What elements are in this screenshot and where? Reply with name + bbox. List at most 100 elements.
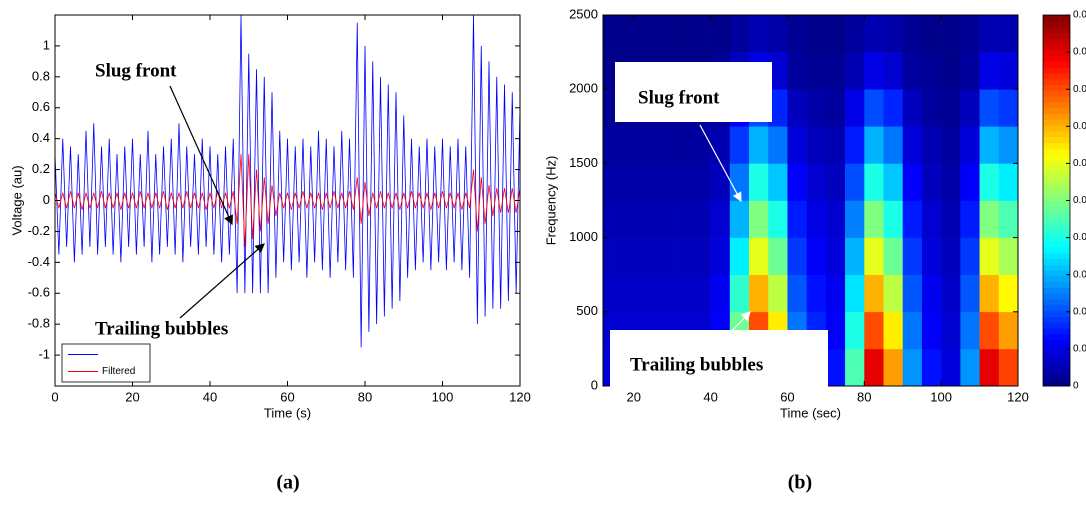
heatmap-cell: [652, 163, 673, 201]
heatmap-cell: [749, 15, 769, 53]
heatmap-cell: [603, 311, 615, 350]
heatmap-cell: [921, 52, 942, 90]
x-tick-label: 80: [358, 389, 372, 404]
heatmap-cell: [825, 126, 846, 164]
heatmap-cell: [652, 200, 673, 238]
arrow: [179, 243, 265, 319]
heatmap-cell: [603, 15, 615, 53]
colorbar-segment: [1043, 119, 1070, 126]
colorbar-segment: [1043, 206, 1070, 213]
heatmap-cell: [672, 237, 692, 275]
heatmap-cell: [998, 348, 1018, 386]
colorbar-segment: [1043, 258, 1070, 265]
heatmap-cell: [998, 274, 1018, 313]
heatmap-cell: [652, 126, 673, 164]
heatmap-cell: [941, 15, 961, 53]
colorbar-segment: [1043, 107, 1070, 115]
heatmap-cell: [998, 126, 1018, 164]
colorbar-segment: [1043, 130, 1070, 138]
colorbar-tick-label: 0.004: [1073, 232, 1086, 243]
heatmap-cell: [883, 15, 904, 53]
colorbar-segment: [1043, 165, 1070, 173]
annotation: Slug front: [638, 87, 720, 108]
colorbar-segment: [1043, 159, 1070, 167]
x-tick-label: 100: [930, 389, 952, 404]
heatmap-cell: [768, 15, 788, 53]
heatmap-cell: [921, 200, 942, 238]
y-tick-label: 500: [576, 303, 598, 318]
heatmap-cell: [825, 311, 846, 350]
heatmap-cell: [883, 348, 904, 386]
heatmap-cell: [614, 126, 635, 164]
heatmap-cell: [749, 126, 769, 164]
heatmap-cell: [941, 237, 961, 275]
heatmap-cell: [864, 274, 884, 313]
heatmap-cell: [979, 274, 1000, 313]
heatmap-cell: [902, 126, 923, 164]
series-line: [55, 154, 520, 247]
heatmap-cell: [864, 348, 884, 386]
heatmap-cell: [603, 237, 615, 275]
heatmap-cell: [960, 274, 980, 313]
colorbar-segment: [1043, 241, 1070, 248]
x-tick-label: 20: [627, 389, 641, 404]
y-tick-label: 0.6: [32, 99, 50, 114]
colorbar-segment: [1043, 20, 1070, 28]
heatmap-cell: [710, 163, 731, 201]
colorbar-segment: [1043, 32, 1070, 39]
heatmap-cell: [614, 237, 635, 275]
x-tick-label: 120: [1007, 389, 1029, 404]
colorbar-segment: [1043, 200, 1070, 207]
heatmap-cell: [845, 163, 865, 201]
colorbar-segment: [1043, 293, 1070, 300]
heatmap-cell: [825, 348, 846, 386]
heatmap-cell: [806, 15, 827, 53]
x-axis-label: Time (sec): [780, 405, 841, 420]
heatmap-cell: [603, 126, 615, 164]
colorbar-segment: [1043, 84, 1070, 91]
heatmap-cell: [864, 89, 884, 127]
heatmap-cell: [979, 237, 1000, 275]
heatmap-cell: [652, 237, 673, 275]
colorbar-segment: [1043, 38, 1070, 45]
heatmap-cell: [633, 126, 654, 164]
heatmap-cell: [729, 15, 750, 53]
colorbar-segment: [1043, 154, 1070, 161]
legend-label: Filtered: [102, 366, 135, 377]
heatmap-cell: [729, 200, 750, 238]
heatmap-cell: [883, 163, 904, 201]
heatmap-cell: [883, 89, 904, 127]
heatmap-cell: [710, 15, 731, 53]
heatmap-cell: [710, 200, 731, 238]
x-tick-label: 80: [857, 389, 871, 404]
heatmap-cell: [768, 237, 788, 275]
colorbar-segment: [1043, 15, 1070, 22]
colorbar-segment: [1043, 345, 1070, 352]
colorbar-tick-label: 0.01: [1073, 10, 1086, 21]
heatmap-cell: [941, 274, 961, 313]
colorbar-tick-label: 0.007: [1073, 121, 1086, 132]
colorbar-segment: [1043, 270, 1070, 277]
heatmap-cell: [845, 15, 865, 53]
colorbar-tick-label: 0: [1073, 381, 1079, 392]
colorbar-segment: [1043, 223, 1070, 230]
heatmap-cell: [902, 163, 923, 201]
colorbar-segment: [1043, 49, 1070, 57]
colorbar-segment: [1043, 322, 1070, 329]
heatmap-cell: [921, 15, 942, 53]
series-line: [55, 15, 520, 348]
x-tick-label: 120: [509, 389, 531, 404]
heatmap-cell: [941, 200, 961, 238]
colorbar-segment: [1043, 287, 1070, 294]
x-tick-label: 60: [780, 389, 794, 404]
heatmap-cell: [864, 237, 884, 275]
colorbar-segment: [1043, 194, 1070, 201]
heatmap-cell: [845, 348, 865, 386]
heatmap-cell: [603, 163, 615, 201]
arrow: [699, 124, 742, 203]
colorbar-segment: [1043, 217, 1070, 225]
heatmap-cell: [845, 311, 865, 350]
heatmap-cell: [979, 163, 1000, 201]
y-tick-label: 1: [43, 37, 50, 52]
x-tick-label: 0: [51, 389, 58, 404]
